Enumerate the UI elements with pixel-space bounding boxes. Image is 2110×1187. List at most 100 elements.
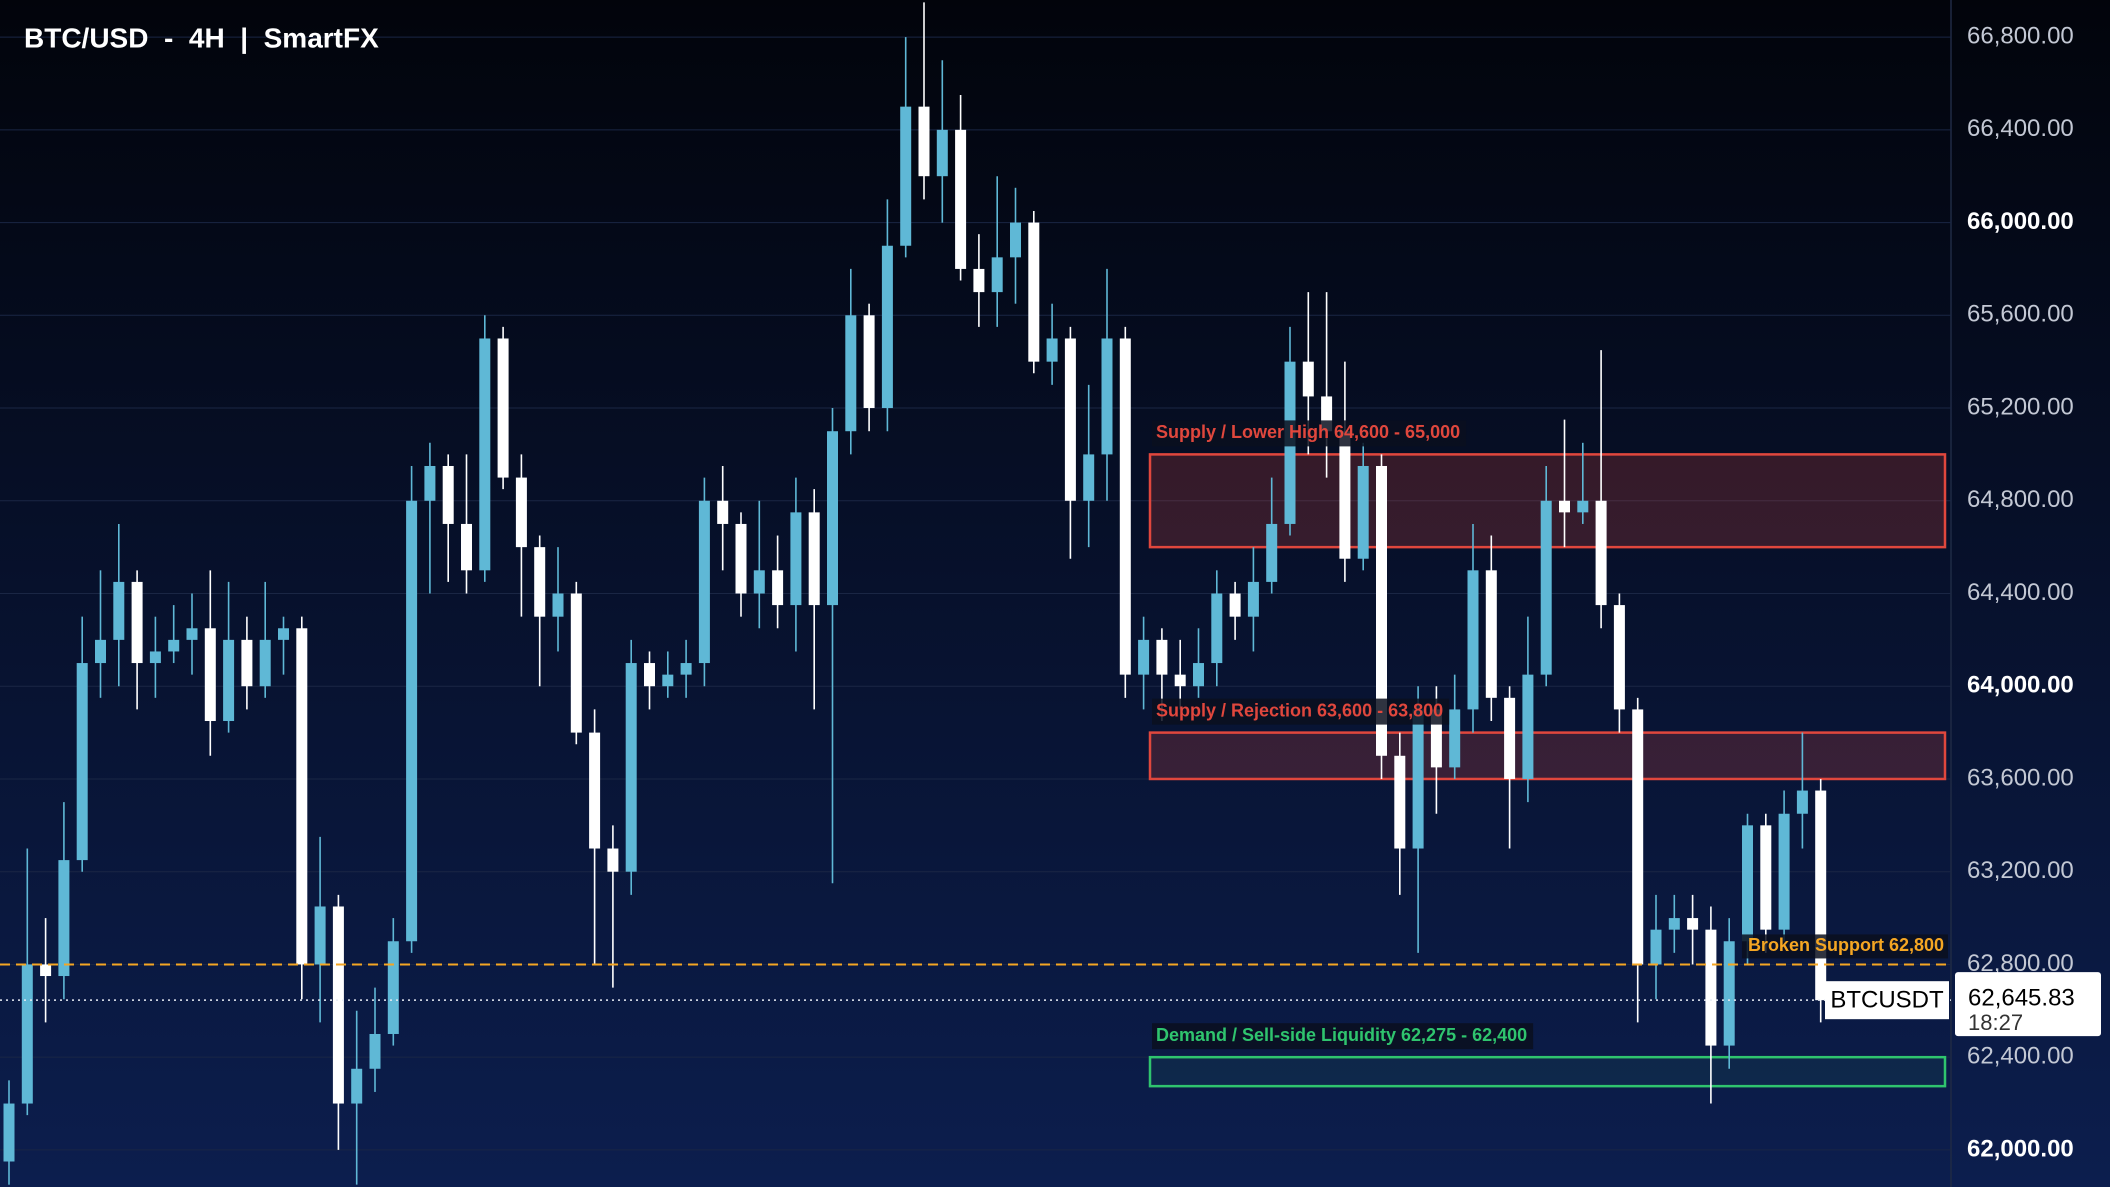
candle-body xyxy=(1668,918,1680,930)
candle-body xyxy=(698,500,710,664)
candle-body xyxy=(552,593,564,617)
candle-body xyxy=(1467,570,1479,710)
candle-body xyxy=(1412,709,1424,849)
symbol-tag xyxy=(1825,981,1949,1020)
candle-body xyxy=(1430,709,1442,768)
candle-body xyxy=(662,674,674,687)
candle-body xyxy=(1156,639,1168,675)
candle-body xyxy=(1485,570,1497,698)
candle-body xyxy=(1650,929,1662,965)
countdown-label: 18:27 xyxy=(1968,1010,2023,1035)
zone-label: Demand / Sell-side Liquidity 62,275 - 62… xyxy=(1156,1025,1527,1045)
candle-body xyxy=(296,628,308,965)
y-tick-label: 66,000.00 xyxy=(1967,208,2074,235)
candle-body xyxy=(1046,338,1058,362)
candle-body xyxy=(369,1033,381,1069)
candle-body xyxy=(1522,674,1534,779)
candle-body xyxy=(204,628,216,722)
candle-body xyxy=(1778,813,1790,930)
candle-body xyxy=(1229,593,1241,617)
candle-body xyxy=(570,593,582,733)
candle-body xyxy=(1632,709,1644,965)
candle-body xyxy=(95,639,106,664)
y-tick-label: 64,800.00 xyxy=(1967,486,2074,513)
candle-body xyxy=(1028,222,1040,362)
y-tick-label: 65,200.00 xyxy=(1967,393,2074,420)
candle-body xyxy=(717,500,729,524)
candle-body xyxy=(424,465,436,501)
candle-body xyxy=(1559,500,1570,513)
candle-body xyxy=(1010,222,1021,258)
candle-body xyxy=(772,570,784,606)
candle-body xyxy=(479,338,491,571)
candle-body xyxy=(991,257,1003,293)
candle-body xyxy=(1302,361,1314,397)
candle-body xyxy=(918,106,930,177)
candle-body xyxy=(76,663,88,861)
candle-body xyxy=(406,500,418,942)
candle-body xyxy=(1394,755,1406,849)
candle-body xyxy=(1119,338,1131,675)
y-tick-label: 62,400.00 xyxy=(1967,1043,2074,1070)
zone-label-bg xyxy=(1152,1023,1534,1050)
candle-body xyxy=(351,1068,363,1104)
y-tick-label: 66,800.00 xyxy=(1967,22,2074,49)
candle-body xyxy=(589,732,601,849)
y-tick-label: 65,600.00 xyxy=(1967,301,2074,328)
candle-body xyxy=(131,581,143,664)
candle-body xyxy=(1211,593,1223,664)
candle-body xyxy=(1376,465,1387,756)
zone-label: Supply / Rejection 63,600 - 63,800 xyxy=(1156,700,1443,720)
candle-body xyxy=(1064,338,1076,501)
candle-body xyxy=(21,964,33,1104)
candle-body xyxy=(515,477,527,548)
candle-body xyxy=(680,663,692,675)
support-label-bg xyxy=(1741,934,1948,959)
candle-body xyxy=(1723,941,1735,1046)
support-label: Broken Support 62,800 xyxy=(1748,935,1944,955)
candle-body xyxy=(1449,709,1461,768)
candle-body xyxy=(845,315,857,432)
candle-body xyxy=(936,129,948,177)
y-tick-label: 66,400.00 xyxy=(1967,115,2074,142)
candle-body xyxy=(149,651,161,664)
chart-title: BTC/USD - 4H | SmartFX xyxy=(24,22,379,53)
candle-body xyxy=(1687,918,1699,930)
candle-body xyxy=(1705,929,1717,1046)
candle-body xyxy=(1083,454,1095,501)
candle-body xyxy=(1742,825,1753,942)
candle-body xyxy=(1266,523,1278,582)
candle-body xyxy=(863,315,875,409)
candle-body xyxy=(955,129,967,269)
candle-body xyxy=(790,512,802,606)
candle-body xyxy=(1339,431,1351,559)
price-label: 62,645.83 xyxy=(1968,985,2075,1012)
candle-body xyxy=(1796,790,1808,814)
candle-body xyxy=(259,639,271,687)
candle-body xyxy=(607,848,619,872)
candle-body xyxy=(625,663,637,872)
candle-body xyxy=(1193,663,1204,687)
candle-body xyxy=(735,523,747,594)
candle-body xyxy=(461,523,472,571)
candle-body xyxy=(1321,396,1333,432)
symbol-label: BTCUSDT xyxy=(1830,987,1944,1014)
zone-box xyxy=(1148,731,1947,781)
zone-label-bg xyxy=(1152,698,1450,725)
y-tick-label: 63,600.00 xyxy=(1967,764,2074,791)
candle-body xyxy=(753,570,765,594)
candle-body xyxy=(3,1103,15,1162)
candle-body xyxy=(332,906,344,1104)
candle-body xyxy=(442,465,454,524)
candle-body xyxy=(644,663,655,687)
y-tick-label: 62,000.00 xyxy=(1967,1135,2074,1162)
candle-body xyxy=(1101,338,1113,455)
candle-body xyxy=(113,581,125,640)
y-tick-label: 64,000.00 xyxy=(1967,672,2074,699)
candle-body xyxy=(1577,500,1589,513)
candle-body xyxy=(1174,674,1186,687)
candle-body xyxy=(1613,605,1625,710)
candle-body xyxy=(900,106,912,246)
candle-body xyxy=(1815,790,1827,1001)
